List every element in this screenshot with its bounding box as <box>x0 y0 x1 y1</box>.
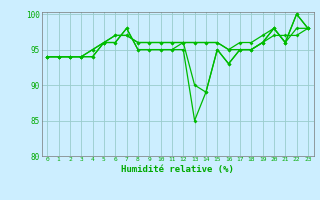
X-axis label: Humidité relative (%): Humidité relative (%) <box>121 165 234 174</box>
